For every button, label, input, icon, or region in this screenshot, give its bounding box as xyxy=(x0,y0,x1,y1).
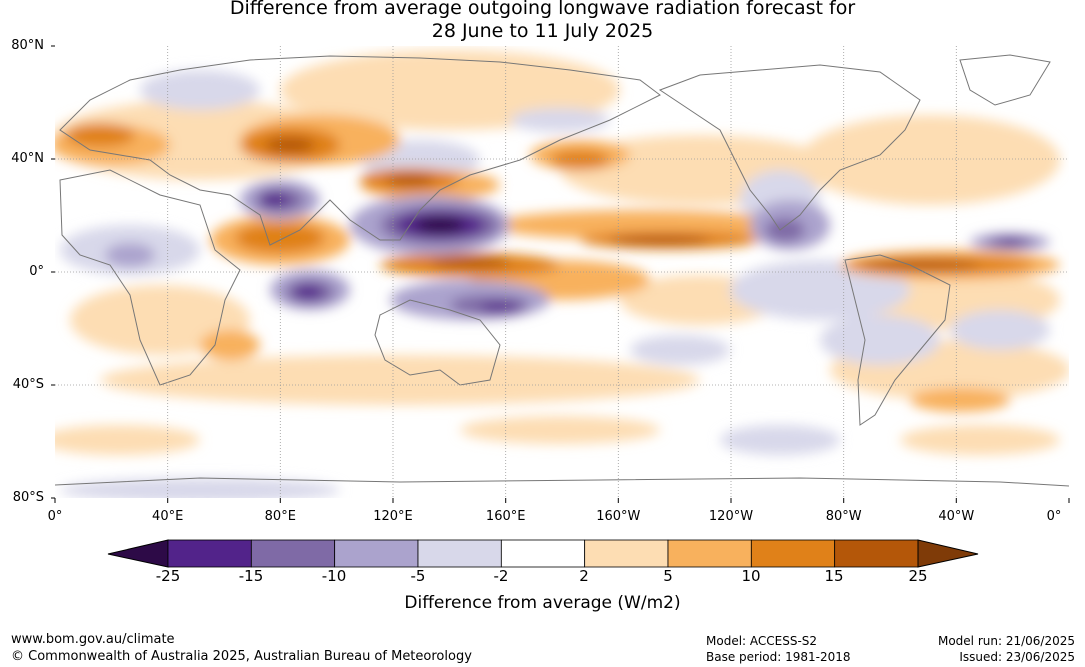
footer-issued: Issued: 23/06/2025 xyxy=(959,650,1075,664)
colorbar-tick: 2 xyxy=(579,567,589,585)
south-america-outline xyxy=(844,254,951,426)
colorbar-bin xyxy=(334,539,419,568)
footer-left: www.bom.gov.au/climate © Commonwealth of… xyxy=(11,631,472,665)
colorbar xyxy=(107,539,979,568)
greenland-outline xyxy=(959,54,1051,106)
colorbar-bin xyxy=(500,539,586,568)
lon-label-120e: 120°E xyxy=(373,509,413,524)
antarctica-outline xyxy=(55,477,1069,487)
colorbar-bins xyxy=(167,539,919,568)
anomaly-field xyxy=(55,46,1069,498)
lon-label-0-east: 0° xyxy=(1046,509,1062,524)
footer-run-info: Model run: 21/06/2025 Issued: 23/06/2025 xyxy=(938,633,1075,665)
lon-label-40e: 40°E xyxy=(152,509,184,524)
coastlines xyxy=(55,54,1069,487)
colorbar-tick: 10 xyxy=(741,567,761,585)
lon-label-40w: 40°W xyxy=(938,509,975,524)
footer-model-run: Model run: 21/06/2025 xyxy=(937,634,1075,648)
lat-label-40s: 40°S xyxy=(12,377,44,392)
colorbar-title: Difference from average (W/m2) xyxy=(404,593,681,613)
lat-label-40n: 40°N xyxy=(11,151,44,166)
colorbar-tick: 5 xyxy=(663,567,673,585)
lat-label-80s: 80°S xyxy=(12,490,44,505)
footer-copyright: © Commonwealth of Australia 2025, Austra… xyxy=(11,649,472,664)
lon-label-120w: 120°W xyxy=(708,509,754,524)
colorbar-bin xyxy=(250,539,336,568)
colorbar-bin xyxy=(750,539,836,568)
colorbar-bin xyxy=(167,539,252,568)
lat-label-80n: 80°N xyxy=(11,38,44,53)
lon-label-80e: 80°E xyxy=(264,509,296,524)
north-america-outline xyxy=(658,64,921,231)
lon-label-80w: 80°W xyxy=(825,509,862,524)
colorbar-bin xyxy=(417,539,502,568)
africa-outline xyxy=(59,169,241,386)
footer-base-period: Base period: 1981-2018 xyxy=(706,650,851,664)
colorbar-tick: 25 xyxy=(908,567,928,585)
colorbar-tick: -5 xyxy=(410,567,426,585)
lon-label-160e: 160°E xyxy=(485,509,526,524)
colorbar-extend-high xyxy=(917,539,979,568)
colorbar-bin xyxy=(667,539,752,568)
title-line-1: Difference from average outgoing longwav… xyxy=(229,0,856,19)
footer-url: www.bom.gov.au/climate xyxy=(11,632,175,647)
colorbar-bin xyxy=(834,539,919,568)
lat-label-equator: 0° xyxy=(29,264,44,279)
footer-model: Model: ACCESS-S2 xyxy=(706,634,818,648)
title-line-2: 28 June to 11 July 2025 xyxy=(431,20,654,42)
colorbar-tick: -25 xyxy=(155,567,181,585)
colorbar-tick: -15 xyxy=(238,567,264,585)
colorbar-extend-low xyxy=(107,539,169,568)
map-title: Difference from average outgoing longwav… xyxy=(0,0,1085,43)
colorbar-tick: 15 xyxy=(824,567,844,585)
colorbar-bin xyxy=(584,539,669,568)
colorbar-tick: -2 xyxy=(493,567,509,585)
colorbar-tick: -10 xyxy=(321,567,347,585)
anomaly-blobs xyxy=(55,50,1069,498)
footer-model-info: Model: ACCESS-S2 Base period: 1981-2018 xyxy=(706,633,851,665)
axis-ticks xyxy=(51,45,1070,503)
lon-label-0-west: 0° xyxy=(47,509,63,524)
eurasia-outline xyxy=(59,55,661,246)
lon-label-160w: 160°W xyxy=(596,509,641,524)
australia-outline xyxy=(374,299,501,386)
graticule xyxy=(55,46,1069,498)
